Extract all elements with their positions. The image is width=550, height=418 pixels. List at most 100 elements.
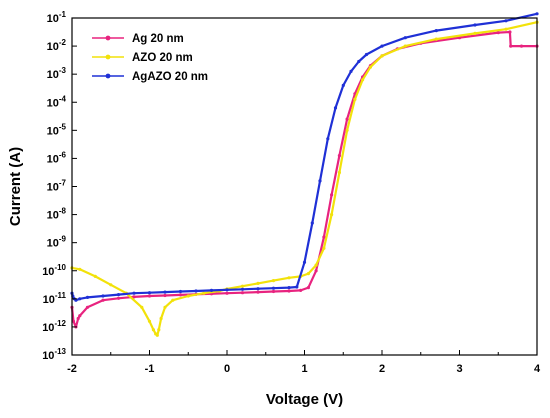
data-point (271, 289, 276, 294)
data-point (151, 328, 155, 332)
data-point (186, 294, 190, 298)
data-point (473, 31, 477, 35)
x-axis-title: Voltage (V) (266, 391, 343, 408)
data-point (310, 221, 314, 225)
data-point (302, 260, 307, 264)
data-point (101, 294, 105, 298)
data-point (171, 298, 175, 302)
series-azo-20-nm (70, 20, 539, 337)
data-point (473, 23, 477, 27)
data-point (326, 137, 330, 141)
data-point (163, 305, 167, 309)
data-point (322, 235, 326, 239)
data-point (225, 288, 229, 292)
y-tick-label: 10-11 (43, 291, 67, 306)
y-axis-title: Current (A) (7, 147, 24, 226)
data-point (519, 44, 524, 48)
x-tick-label: -2 (67, 363, 77, 375)
x-tick-label: -1 (145, 363, 155, 375)
data-point (287, 286, 291, 290)
data-point (225, 291, 229, 295)
data-point (509, 44, 513, 48)
legend-item: AgAZO 20 nm (92, 71, 208, 83)
data-point (78, 314, 82, 318)
y-tick-label: 10-9 (47, 235, 67, 250)
data-point (403, 36, 407, 40)
data-point (256, 281, 260, 285)
data-point (333, 106, 338, 110)
data-point (147, 319, 152, 323)
data-point (271, 279, 276, 283)
data-point (349, 69, 353, 73)
x-tick-label: 1 (301, 363, 307, 375)
data-point (322, 246, 326, 250)
y-tick-label: 10-3 (47, 66, 67, 81)
data-point (341, 83, 345, 87)
data-point (380, 54, 384, 58)
data-point (85, 295, 90, 299)
data-point (504, 27, 508, 31)
data-point (132, 291, 136, 295)
y-tick-label: 10-7 (47, 179, 67, 194)
legend-item: Ag 20 nm (92, 33, 184, 45)
data-point (78, 297, 82, 301)
data-point (434, 37, 438, 41)
data-point (209, 288, 214, 292)
data-point (337, 170, 341, 175)
data-point (240, 291, 245, 295)
data-point (101, 298, 105, 302)
data-point (361, 78, 365, 82)
y-tick-label: 10-12 (42, 319, 66, 334)
data-point (364, 52, 369, 57)
data-point (345, 117, 349, 121)
data-point (314, 269, 318, 273)
data-point (76, 316, 80, 321)
legend-label: AgAZO 20 nm (132, 71, 208, 83)
data-point (368, 65, 372, 69)
data-point (109, 283, 113, 287)
data-point (71, 319, 76, 323)
data-point (306, 272, 310, 276)
legend-swatch-marker (105, 54, 111, 60)
data-point (345, 128, 349, 132)
data-point (116, 296, 121, 300)
x-tick-label: 0 (224, 363, 230, 375)
y-tick-label: 10-5 (47, 122, 67, 137)
x-axis-ticks: -2 -1 0 1 2 3 4 (67, 350, 541, 375)
data-point (318, 179, 322, 183)
data-point (147, 294, 152, 298)
data-point (380, 44, 384, 48)
data-point (202, 291, 206, 295)
legend-swatch-marker (105, 73, 111, 79)
data-point (132, 295, 136, 299)
data-point (403, 44, 407, 48)
legend-swatch-marker (105, 35, 111, 41)
data-point (299, 288, 303, 292)
data-point (287, 289, 291, 293)
data-point (116, 293, 121, 297)
y-tick-label: 10-2 (47, 38, 67, 53)
y-tick-label: 10-8 (47, 207, 67, 222)
x-tick-label: 3 (456, 363, 462, 375)
data-point (178, 293, 183, 297)
data-point (240, 284, 245, 288)
data-point (85, 305, 90, 309)
legend-label: AZO 20 nm (132, 52, 193, 64)
data-point (287, 276, 291, 280)
data-point (74, 298, 78, 302)
y-tick-label: 10-6 (47, 150, 67, 165)
data-point (256, 287, 260, 291)
x-tick-label: 4 (534, 363, 541, 375)
data-point (240, 287, 245, 291)
data-point (159, 316, 163, 321)
data-point (504, 19, 508, 23)
data-point (157, 328, 161, 332)
y-tick-label: 10-13 (42, 347, 66, 362)
data-point (508, 30, 512, 34)
data-point (155, 333, 159, 337)
data-point (256, 290, 260, 294)
data-point (496, 30, 500, 35)
data-point (353, 97, 357, 101)
data-point (271, 286, 276, 290)
